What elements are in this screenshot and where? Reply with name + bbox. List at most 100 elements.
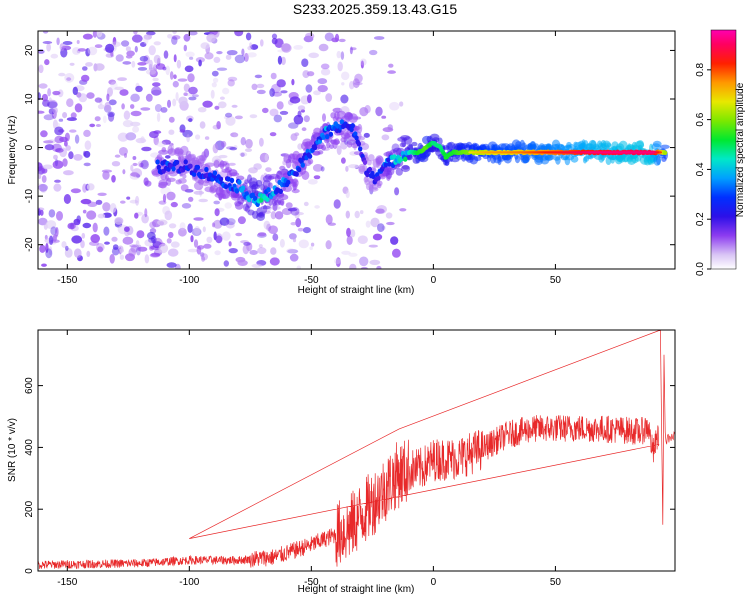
- ridge-core: [376, 175, 381, 181]
- noise-blob: [269, 88, 275, 97]
- noise-blob: [245, 138, 253, 149]
- ridge-core: [339, 119, 345, 125]
- noise-blob: [104, 101, 111, 111]
- noise-blob: [97, 213, 106, 219]
- noise-blob: [129, 171, 140, 180]
- noise-blob: [111, 236, 118, 242]
- noise-blob: [376, 205, 388, 214]
- ridge-core: [218, 176, 224, 182]
- ridge-halo: [321, 144, 327, 151]
- noise-blob: [41, 263, 47, 267]
- noise-blob: [83, 129, 91, 137]
- noise-blob: [119, 254, 125, 260]
- ridge-core: [244, 191, 249, 197]
- noise-blob: [51, 143, 62, 152]
- noise-blob: [349, 263, 357, 269]
- noise-blob: [160, 107, 168, 113]
- ridge-core: [188, 163, 193, 169]
- noise-blob: [65, 145, 71, 151]
- noise-blob: [253, 163, 262, 170]
- snr-xtick-label: 0: [431, 577, 437, 588]
- noise-blob: [183, 44, 187, 52]
- noise-blob: [206, 236, 213, 243]
- noise-blob: [141, 146, 152, 152]
- noise-blob: [357, 235, 368, 244]
- noise-blob: [96, 31, 103, 38]
- noise-blob: [270, 247, 277, 255]
- noise-blob: [313, 90, 321, 96]
- ridge-halo: [158, 179, 168, 189]
- noise-blob: [225, 54, 232, 60]
- ridge-core: [307, 153, 313, 159]
- ridge-core: [234, 188, 240, 194]
- snr-ytick-label: 200: [24, 500, 35, 517]
- noise-blob: [228, 162, 236, 166]
- noise-blob: [153, 135, 159, 146]
- noise-blob: [114, 217, 124, 225]
- noise-blob: [48, 246, 53, 256]
- noise-blob: [368, 244, 378, 248]
- noise-blob: [141, 213, 149, 224]
- noise-blob: [73, 154, 83, 161]
- noise-blob: [363, 132, 370, 138]
- noise-blob: [110, 81, 118, 91]
- ridge-halo: [307, 158, 314, 165]
- noise-blob: [385, 212, 393, 219]
- noise-blob: [132, 156, 137, 160]
- noise-blob: [123, 110, 131, 120]
- noise-blob: [231, 104, 238, 108]
- noise-blob: [310, 242, 315, 247]
- ridge-core: [350, 123, 355, 129]
- noise-blob: [320, 63, 330, 70]
- noise-blob: [135, 85, 143, 93]
- noise-blob: [376, 265, 382, 269]
- noise-blob: [46, 43, 51, 52]
- noise-blob: [190, 235, 194, 243]
- noise-blob: [381, 115, 387, 119]
- noise-blob: [66, 98, 74, 108]
- noise-blob: [375, 106, 383, 117]
- noise-blob: [373, 36, 385, 40]
- noise-blob: [117, 77, 127, 81]
- noise-blob: [268, 225, 278, 234]
- noise-blob: [218, 101, 227, 109]
- noise-blob: [168, 223, 177, 229]
- noise-blob: [300, 109, 305, 113]
- noise-blob: [148, 59, 153, 68]
- noise-blob: [52, 234, 57, 242]
- ridge-core: [192, 171, 197, 177]
- noise-blob: [235, 232, 243, 237]
- noise-blob: [86, 92, 95, 99]
- noise-blob: [139, 162, 144, 168]
- noise-blob: [289, 253, 299, 262]
- noise-blob: [234, 115, 243, 120]
- ridge-halo: [161, 147, 167, 153]
- ridge-core: [156, 164, 161, 170]
- ridge-halo: [166, 177, 176, 182]
- noise-blob: [137, 67, 148, 71]
- noise-blob: [372, 233, 383, 241]
- noise-blob: [270, 72, 277, 80]
- spectrogram-ytick-label: -20: [24, 237, 35, 252]
- noise-blob: [143, 34, 152, 40]
- noise-blob: [80, 198, 92, 205]
- spectrogram-ytick-label: 0: [24, 144, 35, 150]
- ridge-core: [442, 152, 447, 157]
- noise-blob: [279, 238, 285, 248]
- noise-blob: [67, 222, 76, 230]
- ridge-core: [237, 179, 242, 185]
- noise-blob: [305, 32, 315, 40]
- noise-blob: [56, 37, 60, 46]
- noise-blob: [186, 134, 190, 143]
- noise-blob: [83, 162, 91, 167]
- ridge-core: [278, 188, 283, 194]
- ridge-halo: [363, 176, 368, 183]
- noise-blob: [220, 140, 227, 148]
- noise-blob: [47, 101, 58, 109]
- noise-blob: [302, 227, 311, 234]
- ridge-halo: [514, 155, 521, 164]
- noise-blob: [167, 99, 171, 108]
- ridge-halo: [279, 165, 286, 171]
- noise-blob: [148, 60, 153, 69]
- ridge-halo: [280, 198, 285, 206]
